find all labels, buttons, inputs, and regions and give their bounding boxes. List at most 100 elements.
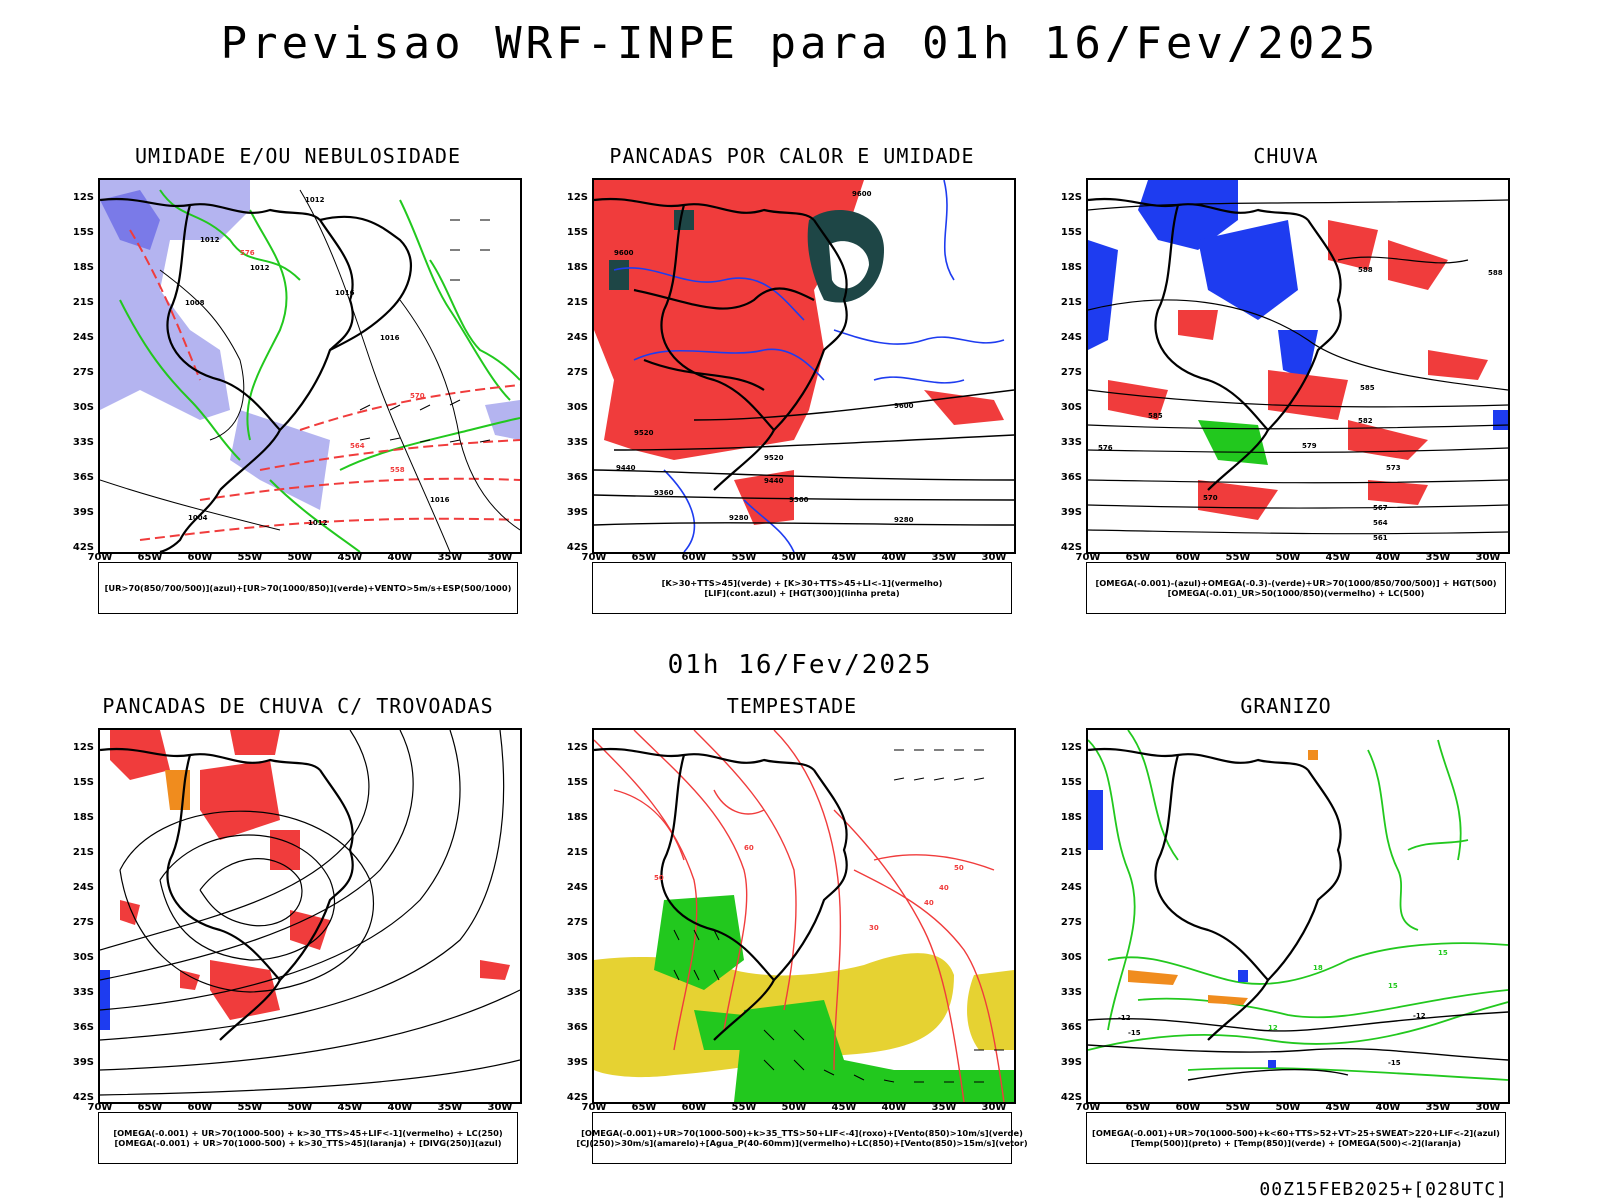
- panel-title: GRANIZO: [1240, 694, 1332, 718]
- contour-label: 60: [744, 844, 754, 852]
- legend-line: [OMEGA(-0.01)_UR>50(1000/850)(vermelho) …: [1167, 588, 1425, 598]
- lon-label: 70W: [1075, 1102, 1101, 1113]
- lon-label: 30W: [487, 552, 513, 563]
- lat-label: 18S: [1060, 262, 1082, 273]
- contour-label: 9600: [894, 402, 914, 410]
- lat-label: 24S: [72, 332, 94, 343]
- lon-label: 60W: [1175, 552, 1201, 563]
- rain-blue-area: [1493, 410, 1508, 430]
- lat-label: 12S: [566, 742, 588, 753]
- lat-label: 30S: [566, 952, 588, 963]
- lat-label: 15S: [72, 227, 94, 238]
- rain-red-area: [1108, 220, 1488, 520]
- lat-label: 36S: [1060, 472, 1082, 483]
- map-layers: 1012 1012 1012 1008 1016 1016 1016 1004 …: [100, 180, 520, 552]
- lon-label: 50W: [287, 552, 313, 563]
- lon-label: 30W: [1475, 552, 1501, 563]
- lat-label: 42S: [1060, 1092, 1082, 1103]
- contour-label: -15: [1388, 1059, 1401, 1067]
- lon-label: 30W: [981, 1102, 1007, 1113]
- contour-label: 558: [390, 466, 405, 474]
- contour-label: 579: [1302, 442, 1317, 450]
- lat-label: 30S: [566, 402, 588, 413]
- lat-label: 30S: [72, 402, 94, 413]
- lon-label: 35W: [1425, 1102, 1451, 1113]
- legend-line: [LIF](cont.azul) + [HGT(300)](linha pret…: [704, 588, 900, 598]
- lat-label: 24S: [1060, 882, 1082, 893]
- legend-line: [OMEGA(-0.001)+UR>70(1000-500)+k>35_TTS>…: [581, 1128, 1023, 1138]
- panel-trovoadas: PANCADAS DE CHUVA C/ TROVOADAS: [60, 694, 536, 1184]
- lon-label: 55W: [1225, 1102, 1251, 1113]
- lon-label: 65W: [137, 1102, 163, 1113]
- contour-label: 15: [1438, 949, 1448, 957]
- lat-label: 42S: [72, 1092, 94, 1103]
- hgt300-contours: [594, 389, 1014, 526]
- legend-line: [K>30+TTS>45](verde) + [K>30+TTS>45+LI<-…: [661, 578, 943, 588]
- contour-label: 40: [924, 899, 934, 907]
- contour-label: 570: [1203, 494, 1218, 502]
- lon-label: 70W: [581, 1102, 607, 1113]
- lon-label: 60W: [187, 1102, 213, 1113]
- lon-label: 55W: [731, 1102, 757, 1113]
- wind-vectors-850: [673, 749, 1004, 1083]
- contour-label: 9520: [764, 454, 784, 462]
- lat-label: 30S: [1060, 402, 1082, 413]
- legend-line: [CJ(250)>30m/s](amarelo)+[Agua_P(40-60mm…: [576, 1138, 1028, 1148]
- lat-label: 27S: [72, 917, 94, 928]
- contour-label: -12: [1413, 1012, 1426, 1020]
- lat-label: 33S: [72, 987, 94, 998]
- lon-label: 40W: [1375, 552, 1401, 563]
- lon-label: 35W: [437, 1102, 463, 1113]
- temp850-contours: [1088, 730, 1508, 1081]
- lat-label: 39S: [72, 1057, 94, 1068]
- lat-label: 36S: [1060, 1022, 1082, 1033]
- contour-label: -12: [1118, 1014, 1131, 1022]
- contour-label: 9360: [789, 496, 809, 504]
- contour-label: 1012: [250, 264, 270, 272]
- map-layers: [100, 730, 520, 1096]
- legend-line: [UR>70(850/700/500)](azul)+[UR>70(1000/8…: [104, 583, 512, 593]
- lat-label: 18S: [72, 262, 94, 273]
- contour-label: 50: [654, 874, 664, 882]
- contour-label: 585: [1148, 412, 1163, 420]
- lat-label: 12S: [1060, 742, 1082, 753]
- lon-label: 30W: [981, 552, 1007, 563]
- lon-label: 65W: [631, 1102, 657, 1113]
- lat-label: 30S: [1060, 952, 1082, 963]
- convection-red-area: [594, 180, 864, 460]
- contour-label: 1012: [200, 236, 220, 244]
- contour-label: 15: [1388, 982, 1398, 990]
- political-borders: [100, 197, 412, 552]
- panel-granizo: GRANIZO: [1048, 694, 1524, 1184]
- lat-label: 24S: [566, 332, 588, 343]
- panel-title: PANCADAS POR CALOR E UMIDADE: [609, 144, 975, 168]
- lat-label: 18S: [566, 262, 588, 273]
- lat-label: 33S: [1060, 437, 1082, 448]
- lat-label: 33S: [566, 987, 588, 998]
- legend-box: [UR>70(850/700/500)](azul)+[UR>70(1000/8…: [98, 562, 518, 614]
- map-tempestade: 60 50 40 30 40 50: [592, 728, 1016, 1104]
- political-borders: [594, 747, 848, 1041]
- contour-label: 564: [1373, 519, 1388, 527]
- lat-label: 12S: [566, 192, 588, 203]
- contour-label: 40: [939, 884, 949, 892]
- contour-label: 576: [1098, 444, 1113, 452]
- lat-label: 36S: [72, 472, 94, 483]
- lat-label: 21S: [566, 297, 588, 308]
- omega-orange-area: [1128, 750, 1318, 1005]
- panel-title: TEMPESTADE: [726, 694, 858, 718]
- map-layers: -12 -15 -12 -15 15 18 12 15: [1088, 730, 1508, 1081]
- contour-label: 50: [954, 864, 964, 872]
- lon-label: 30W: [487, 1102, 513, 1113]
- humidity-area: [230, 410, 330, 510]
- contour-label: 9520: [634, 429, 654, 437]
- lon-label: 45W: [337, 552, 363, 563]
- lat-label: 33S: [1060, 987, 1082, 998]
- lon-label: 70W: [87, 1102, 113, 1113]
- contour-label: 9600: [614, 249, 634, 257]
- lat-label: 27S: [566, 917, 588, 928]
- lon-label: 35W: [437, 552, 463, 563]
- lon-label: 35W: [931, 552, 957, 563]
- lon-label: 70W: [87, 552, 113, 563]
- lat-label: 27S: [566, 367, 588, 378]
